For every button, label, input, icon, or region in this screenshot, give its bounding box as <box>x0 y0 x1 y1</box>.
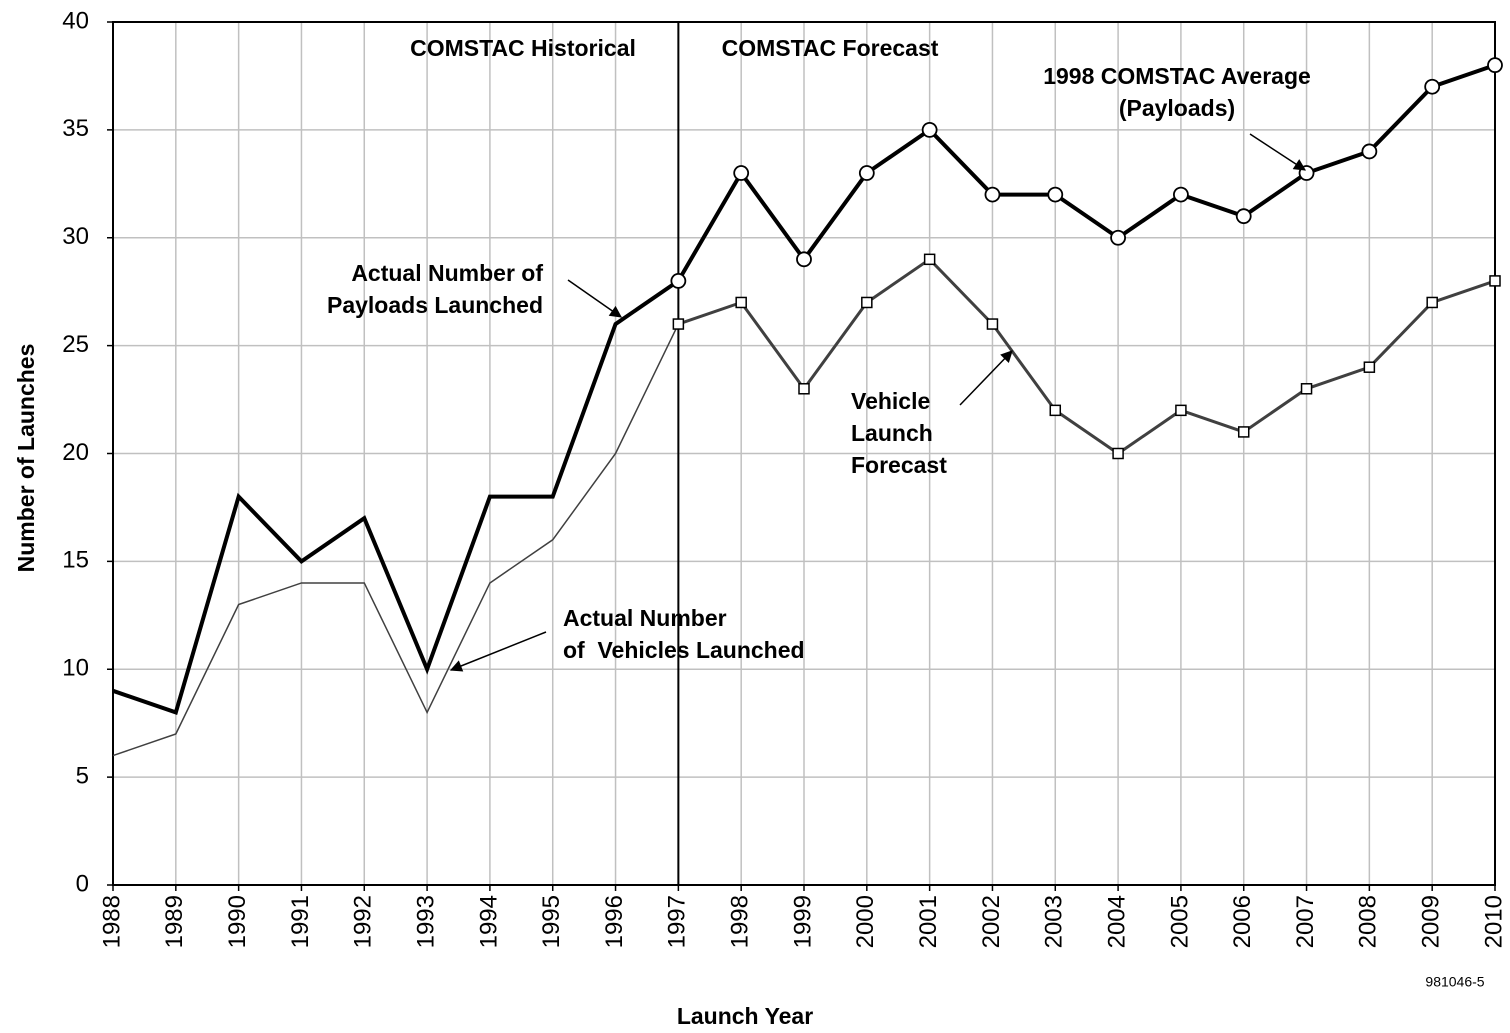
series-line <box>112 323 680 757</box>
grid <box>107 21 1496 891</box>
annotation: Vehicle <box>851 388 930 414</box>
x-tick-label: 1990 <box>224 895 251 948</box>
x-tick-label: 2006 <box>1229 895 1256 948</box>
x-tick-label: 2005 <box>1166 895 1193 948</box>
point-marker <box>1424 78 1441 95</box>
point-marker <box>1173 186 1189 203</box>
annotation: Forecast <box>851 452 947 478</box>
x-tick-label: 1991 <box>287 895 314 948</box>
point-marker <box>1363 361 1376 373</box>
annotation: COMSTAC Forecast <box>722 35 939 61</box>
annotation: Launch <box>851 420 933 446</box>
point-marker <box>984 186 1001 203</box>
point-marker <box>986 318 999 330</box>
x-tick-label: 1995 <box>538 895 565 948</box>
x-tick-label: 2002 <box>978 895 1005 948</box>
point-marker <box>798 383 810 395</box>
x-tick-label: 1992 <box>350 895 377 948</box>
x-tick-label: 2010 <box>1480 895 1507 948</box>
point-marker <box>1361 143 1378 160</box>
x-tick-label: 2001 <box>915 895 942 948</box>
point-marker <box>1300 383 1313 395</box>
x-tick-label: 1994 <box>475 895 502 948</box>
y-tick-label: 40 <box>62 7 89 34</box>
x-tick-label: 2004 <box>1103 895 1130 948</box>
plot <box>112 57 1503 757</box>
series-line <box>112 279 680 715</box>
point-marker <box>1112 447 1124 460</box>
annotation: COMSTAC Historical <box>410 35 636 61</box>
x-tick-label: 1999 <box>789 895 816 948</box>
point-marker <box>923 253 936 266</box>
point-marker <box>1049 404 1062 417</box>
point-marker <box>1175 404 1187 417</box>
x-tick-label: 1989 <box>161 895 188 948</box>
annotation: Actual Number <box>563 605 727 631</box>
x-tick-label: 2008 <box>1355 895 1382 948</box>
point-marker <box>1047 186 1064 203</box>
y-tick-label: 20 <box>62 439 89 466</box>
y-tick-label: 35 <box>62 115 89 142</box>
annotation: 1998 COMSTAC Average <box>1043 63 1311 89</box>
point-marker <box>1110 229 1126 246</box>
x-axis-title: Launch Year <box>677 1003 813 1029</box>
y-tick-label: 25 <box>62 331 89 358</box>
point-marker <box>921 121 938 138</box>
x-tick-label: 1993 <box>412 895 439 948</box>
y-tick-label: 15 <box>62 547 89 574</box>
y-tick-label: 10 <box>62 655 89 682</box>
point-marker <box>1487 57 1503 74</box>
annotation: of Vehicles Launched <box>563 637 805 663</box>
arrow <box>959 350 1013 406</box>
y-tick-label: 0 <box>76 870 89 897</box>
point-marker <box>1426 296 1438 309</box>
x-tick-label: 1997 <box>664 895 691 948</box>
x-tick-label: 1996 <box>601 895 628 948</box>
arrow <box>1249 133 1307 171</box>
y-axis-title: Number of Launches <box>13 344 39 573</box>
x-tick-label: 2003 <box>1041 895 1068 948</box>
point-marker <box>1235 208 1252 225</box>
annotation: Actual Number of <box>351 260 543 286</box>
y-tick-label: 30 <box>62 223 89 250</box>
x-tick-label: 1998 <box>727 895 754 948</box>
point-marker <box>672 318 685 330</box>
arrow <box>567 279 622 318</box>
point-marker <box>861 296 873 309</box>
arrows <box>449 133 1307 672</box>
point-marker <box>858 165 875 181</box>
point-marker <box>796 251 812 268</box>
series-line <box>677 257 1496 456</box>
series-line <box>676 63 1496 282</box>
x-tick-label: 2009 <box>1418 895 1445 948</box>
arrow <box>449 631 547 672</box>
point-marker <box>1489 275 1501 287</box>
plot-frame <box>112 21 1496 886</box>
point-marker <box>1237 426 1250 438</box>
point-marker <box>735 296 747 309</box>
x-tick-label: 2007 <box>1292 895 1319 948</box>
point-marker <box>670 272 687 289</box>
footnote: 981046-5 <box>1425 974 1484 990</box>
x-tick-label: 2000 <box>852 895 879 948</box>
x-tick-label: 1988 <box>98 895 125 948</box>
annotation: Payloads Launched <box>327 292 543 318</box>
y-tick-label: 5 <box>76 762 89 789</box>
point-marker <box>733 165 750 181</box>
annotation: (Payloads) <box>1119 95 1235 121</box>
